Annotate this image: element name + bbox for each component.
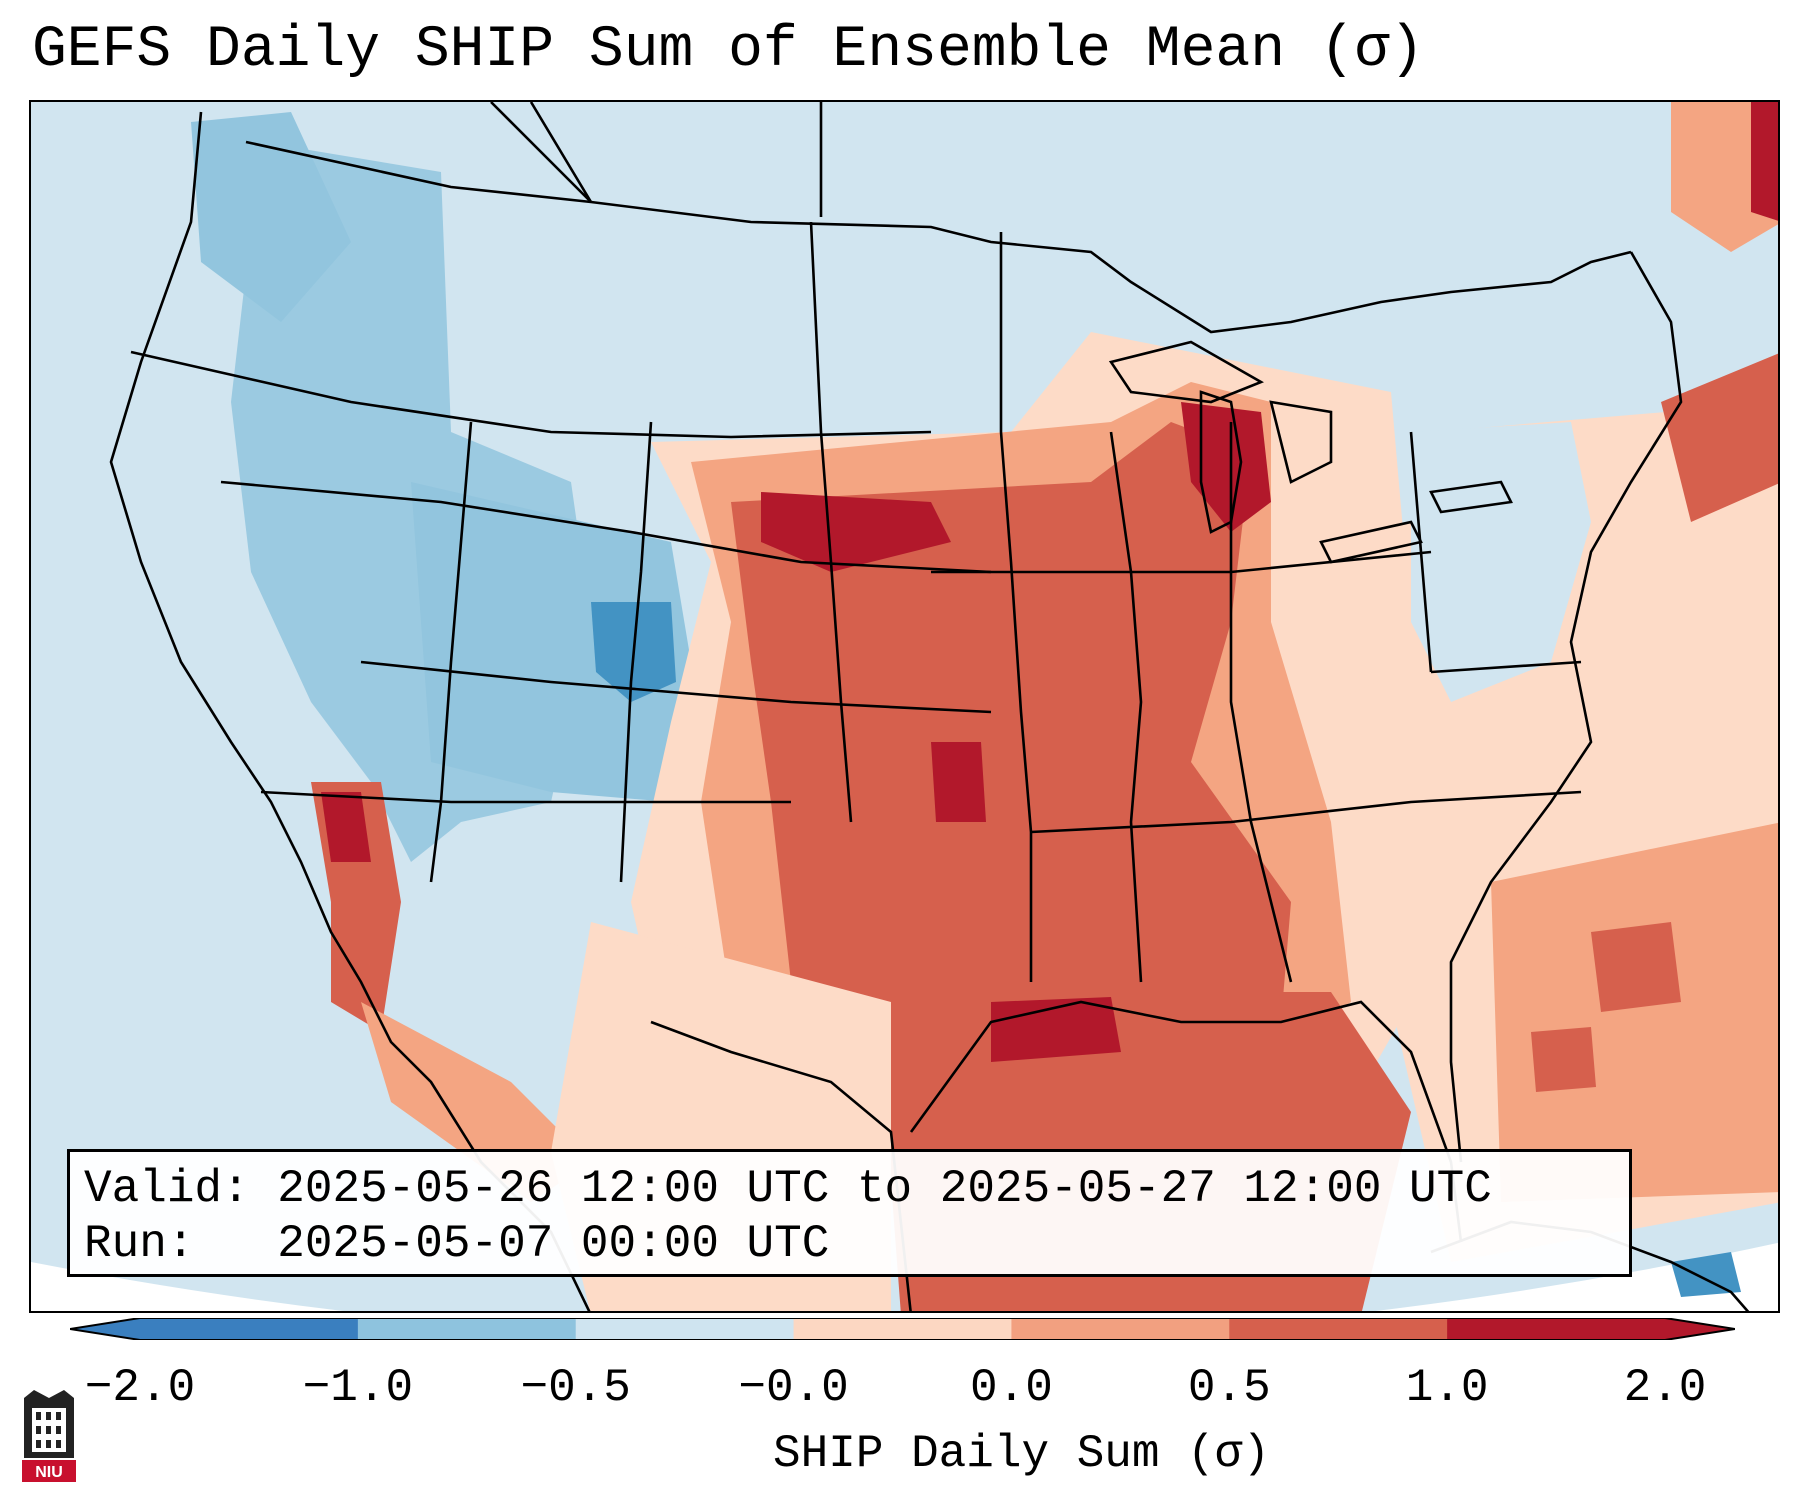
northeast-dark-red — [1751, 102, 1778, 221]
nebraska-dark-red — [761, 492, 951, 572]
colorbar — [70, 1318, 1735, 1340]
niu-logo: NIU — [22, 1390, 76, 1482]
lake-superior — [1108, 340, 1264, 404]
colorbar-title: SHIP Daily Sum (σ) — [0, 1428, 1803, 1480]
map-title: GEFS Daily SHIP Sum of Ensemble Mean (σ) — [32, 18, 1425, 83]
colorbar-segment — [140, 1318, 359, 1340]
west-coast — [109, 111, 591, 1311]
colorbar-title-text: SHIP Daily Sum (σ) — [773, 1428, 1270, 1480]
colorbar-extend-high — [1665, 1318, 1735, 1340]
atlantic-patch-1 — [1591, 922, 1681, 1012]
lake-michigan — [1199, 390, 1243, 534]
colorbar-tick-label: 2.0 — [1623, 1362, 1707, 1414]
valid-run-info-box: Valid: 2025-05-26 12:00 UTC to 2025-05-2… — [67, 1149, 1632, 1277]
valid-label: Valid: — [84, 1163, 250, 1215]
colorbar-tick-label: 0.0 — [970, 1362, 1053, 1414]
lake-huron — [1269, 400, 1333, 484]
valid-value: 2025-05-26 12:00 UTC to 2025-05-27 12:00… — [277, 1163, 1492, 1215]
california-dark-red — [321, 792, 371, 862]
colorbar-segment — [357, 1318, 577, 1340]
colorbar-extend-low — [70, 1318, 140, 1340]
lake-ontario — [1429, 480, 1513, 514]
new-england-red — [1661, 353, 1778, 522]
colorbar-segment — [793, 1318, 1012, 1340]
canada-us-border — [245, 140, 1632, 334]
colorbar-segment — [1447, 1318, 1666, 1340]
anomaly-map — [31, 102, 1778, 1311]
central-red — [731, 422, 1291, 1062]
colorbar-tick-label: −0.5 — [520, 1362, 631, 1414]
colorbar-segment — [1011, 1318, 1230, 1340]
cuba-blue — [1671, 1252, 1741, 1297]
great-lakes-dark-red — [1181, 402, 1271, 532]
colorbar-tick-label: 0.5 — [1187, 1362, 1271, 1414]
rockies-mid-blue — [411, 482, 691, 802]
pacific-nw-blue — [191, 112, 351, 322]
atlantic-patch-2 — [1531, 1027, 1596, 1092]
colorbar-tick-label: −1.0 — [302, 1362, 414, 1414]
lake-erie — [1319, 520, 1423, 564]
colorbar-segment — [575, 1318, 795, 1340]
run-label: Run: — [84, 1218, 195, 1270]
east-coast — [1449, 251, 1683, 1163]
colorbar-segment — [1229, 1318, 1448, 1340]
colorbar-tick-label: −0.0 — [738, 1362, 849, 1414]
oklahoma-dark-red — [931, 742, 986, 822]
political-boundaries — [109, 102, 1750, 1311]
niu-logo-text: NIU — [35, 1464, 63, 1481]
gulf-dark-red — [991, 997, 1121, 1062]
colorbar-tick-label: 1.0 — [1405, 1362, 1489, 1414]
colorbar-tick-label: −2.0 — [84, 1362, 196, 1414]
ohio-valley-light — [1281, 522, 1421, 702]
atlantic-mid-red — [1491, 822, 1778, 1202]
run-value: 2025-05-07 00:00 UTC — [277, 1218, 830, 1270]
mid-atlantic-blue — [1411, 422, 1591, 702]
map-panel — [29, 100, 1780, 1313]
